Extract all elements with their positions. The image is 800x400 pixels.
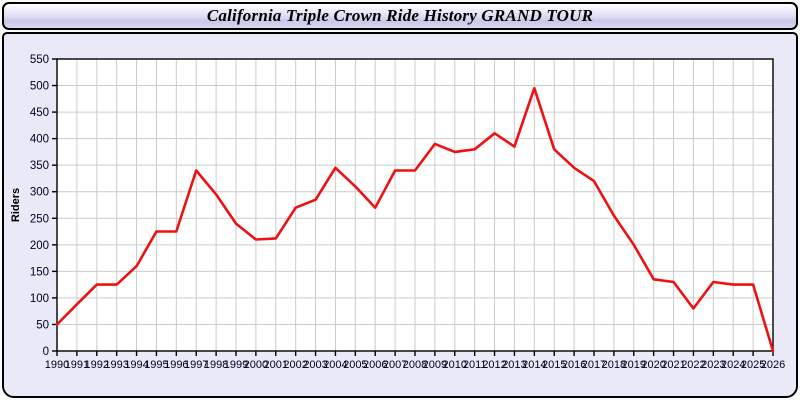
- y-tick-label: 400: [30, 134, 49, 146]
- x-tick-label: 2024: [721, 359, 745, 371]
- x-tick-label: 2012: [482, 359, 506, 371]
- y-tick-label: 0: [43, 346, 49, 358]
- x-tick-label: 2011: [463, 359, 487, 371]
- y-tick-label: 550: [30, 54, 49, 66]
- x-tick-label: 2019: [622, 359, 646, 371]
- x-tick-label: 2020: [641, 359, 665, 371]
- x-tick-label: 2014: [522, 359, 546, 371]
- y-tick-label: 200: [30, 240, 49, 252]
- x-tick-label: 1998: [204, 359, 228, 371]
- y-tick-label: 50: [36, 319, 49, 331]
- x-tick-label: 2002: [283, 359, 307, 371]
- x-tick-label: 1997: [184, 359, 208, 371]
- y-tick-label: 300: [30, 187, 49, 199]
- y-tick-label: 350: [30, 160, 49, 172]
- x-tick-label: 2008: [403, 359, 427, 371]
- x-tick-label: 2005: [343, 359, 367, 371]
- y-tick-label: 500: [30, 81, 49, 93]
- x-tick-label: 2022: [681, 359, 705, 371]
- x-tick-label: 2021: [661, 359, 685, 371]
- x-tick-label: 1994: [124, 359, 148, 371]
- x-tick-label: 2023: [701, 359, 725, 371]
- x-tick-label: 2009: [423, 359, 447, 371]
- x-tick-label: 2007: [383, 359, 407, 371]
- x-tick-label: 2026: [761, 359, 785, 371]
- x-tick-label: 2000: [244, 359, 268, 371]
- title-bar: California Triple Crown Ride History GRA…: [2, 2, 798, 30]
- x-tick-label: 1993: [104, 359, 128, 371]
- x-tick-label: 1990: [45, 359, 69, 371]
- x-tick-label: 1999: [224, 359, 248, 371]
- y-tick-label: 100: [30, 293, 49, 305]
- y-tick-label: 150: [30, 266, 49, 278]
- y-axis-title: Riders: [10, 188, 22, 222]
- y-tick-label: 250: [30, 213, 49, 225]
- x-tick-label: 2003: [303, 359, 327, 371]
- x-tick-label: 1991: [65, 359, 89, 371]
- x-tick-label: 2006: [363, 359, 387, 371]
- x-tick-label: 2001: [264, 359, 288, 371]
- x-tick-label: 2016: [562, 359, 586, 371]
- riders-series-line: [55, 86, 775, 353]
- x-tick-label: 1992: [85, 359, 109, 371]
- x-tick-label: 2018: [602, 359, 626, 371]
- chart-title: California Triple Crown Ride History GRA…: [206, 6, 594, 25]
- y-tick-label: 450: [30, 107, 49, 119]
- ride-history-line-chart: 0501001502002503003504004505005501990199…: [10, 54, 785, 371]
- x-tick-label: 2004: [323, 359, 347, 371]
- x-tick-label: 2017: [582, 359, 606, 371]
- x-tick-label: 2010: [443, 359, 467, 371]
- x-tick-label: 2025: [741, 359, 765, 371]
- chart-panel: 0 50 100 150 200 250 300 350 400 450 500 550 1990 199…: [2, 32, 798, 398]
- x-tick-label: 2013: [502, 359, 526, 371]
- x-tick-label: 1995: [144, 359, 168, 371]
- x-tick-label: 2015: [542, 359, 566, 371]
- x-tick-label: 1996: [164, 359, 188, 371]
